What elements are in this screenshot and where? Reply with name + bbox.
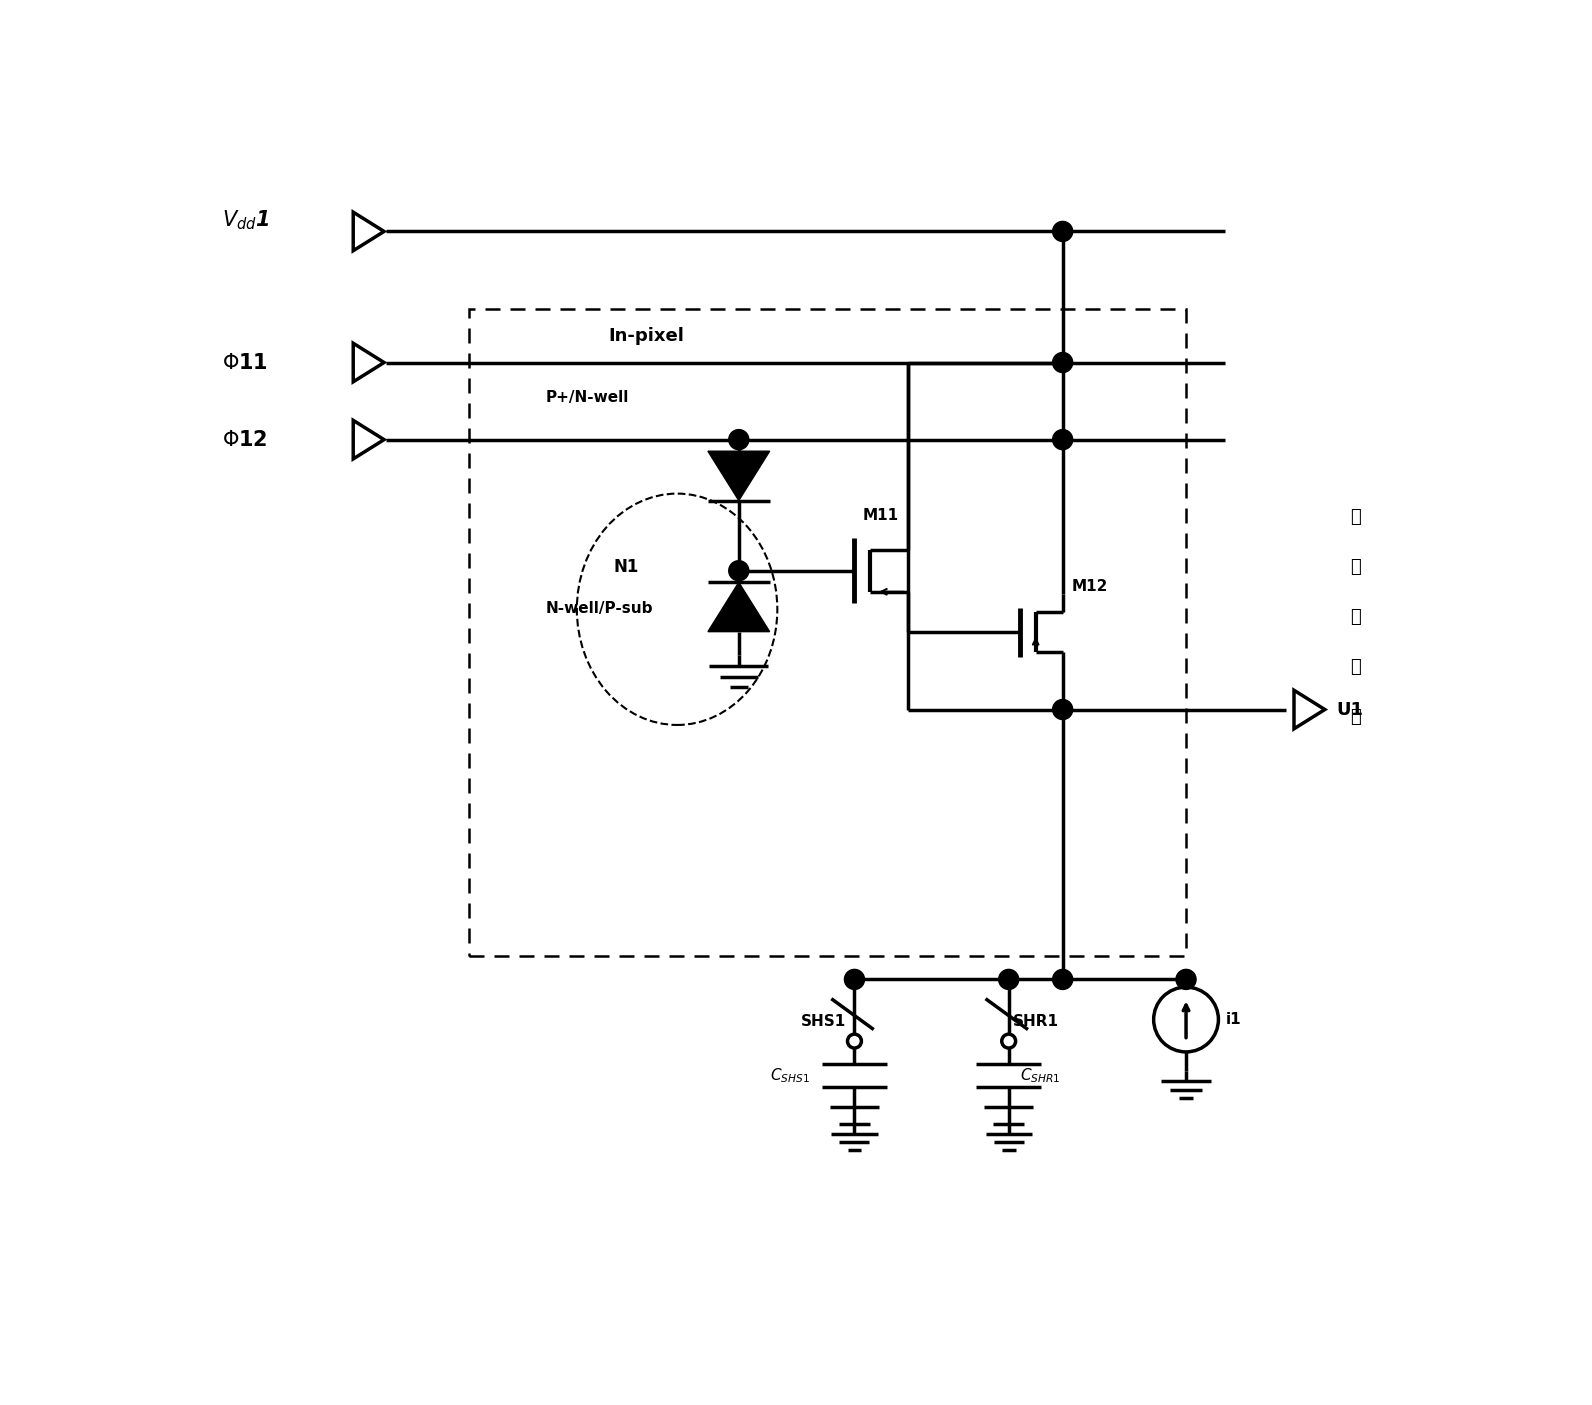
Text: 列: 列 [1350,507,1361,525]
Circle shape [1052,969,1073,989]
Text: SHR1: SHR1 [1013,1014,1059,1030]
Circle shape [1052,353,1073,372]
Text: $C_{SHR1}$: $C_{SHR1}$ [1020,1066,1060,1085]
Circle shape [1052,222,1073,242]
Text: P+/N-well: P+/N-well [546,389,629,405]
Text: N1: N1 [613,558,638,576]
Circle shape [998,969,1019,989]
Text: N-well/P-sub: N-well/P-sub [546,601,653,615]
Text: 路: 路 [1350,708,1361,726]
Text: $V_{dd}$1: $V_{dd}$1 [223,208,269,232]
Text: SHS1: SHS1 [801,1014,845,1030]
Circle shape [729,430,748,450]
Polygon shape [708,451,769,500]
Text: In-pixel: In-pixel [608,326,685,344]
Circle shape [1176,969,1196,989]
Text: 出: 出 [1350,608,1361,627]
Text: 读: 读 [1350,558,1361,576]
Text: $\Phi$12: $\Phi$12 [223,430,267,450]
Text: $\Phi$11: $\Phi$11 [223,353,267,372]
Text: 电: 电 [1350,658,1361,676]
Circle shape [844,969,864,989]
Text: M12: M12 [1071,579,1108,594]
Text: $C_{SHS1}$: $C_{SHS1}$ [769,1066,810,1085]
Bar [470,309,1186,957]
Circle shape [729,561,748,580]
Text: M11: M11 [863,509,898,523]
Circle shape [1052,700,1073,719]
Text: i1: i1 [1226,1012,1242,1027]
Circle shape [1052,430,1073,450]
Text: U1: U1 [1336,701,1363,718]
Polygon shape [708,582,769,632]
